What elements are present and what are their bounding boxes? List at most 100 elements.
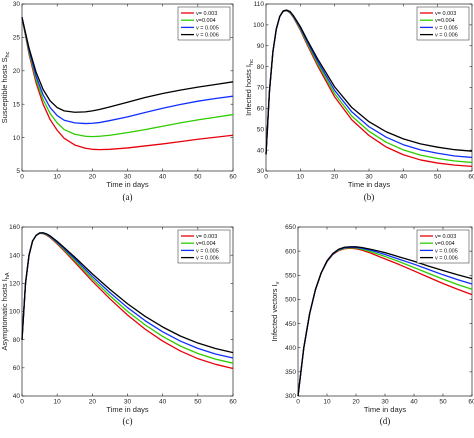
- y-tick-label: 5: [16, 168, 20, 175]
- y-tick-label: 140: [9, 252, 20, 259]
- y-tick-label: 80: [257, 64, 265, 71]
- x-tick-label: 60: [229, 174, 237, 181]
- x-tick-label: 0: [20, 399, 24, 406]
- x-tick-label: 10: [54, 399, 62, 406]
- y-axis-label-main: Infected vectors I: [270, 284, 279, 341]
- y-axis-label: Asymptomatic hosts IhA: [0, 272, 11, 350]
- y-tick-label: 160: [9, 224, 20, 231]
- x-tick-label: 50: [439, 399, 447, 406]
- panel-caption: (c): [123, 416, 133, 426]
- x-axis-label: Time in days: [106, 180, 148, 189]
- series-line-1: [21, 17, 234, 151]
- y-tick-label: 60: [13, 365, 21, 372]
- y-tick-label: 600: [285, 248, 296, 255]
- x-tick-label: 10: [54, 174, 62, 181]
- series-line-4: [21, 17, 234, 113]
- y-tick-label: 80: [13, 337, 21, 344]
- legend-entry: v = 0.006: [435, 256, 458, 262]
- x-tick-label: 60: [468, 174, 474, 181]
- y-tick-label: 550: [285, 272, 296, 279]
- y-tick-label: 100: [253, 22, 264, 29]
- x-tick-label: 60: [229, 399, 237, 406]
- y-tick-label: 500: [285, 297, 296, 304]
- y-axis-label-main: Asymptomatic hosts I: [0, 279, 9, 350]
- y-axis-label-subscript: hc: [249, 59, 255, 65]
- x-tick-label: 0: [20, 174, 24, 181]
- y-axis-label: Infected vectors Iv: [270, 281, 281, 341]
- legend-entry: v = 0.005: [196, 248, 219, 254]
- legend-entry: v=0.004: [435, 241, 455, 247]
- y-tick-label: 110: [254, 1, 265, 8]
- x-tick-label: 20: [89, 174, 97, 181]
- y-axis-label: Infected hosts Ihc: [244, 59, 255, 116]
- x-tick-label: 30: [365, 174, 373, 181]
- x-tick-label: 10: [323, 399, 331, 406]
- x-tick-label: 50: [434, 174, 442, 181]
- legend-entry: v= 0.003: [435, 234, 456, 240]
- legend-entry: v = 0.006: [196, 33, 219, 39]
- y-tick-label: 650: [285, 224, 296, 231]
- y-tick-label: 100: [9, 309, 20, 316]
- y-tick-label: 40: [257, 147, 265, 154]
- x-tick-label: 30: [124, 174, 132, 181]
- legend-entry: v = 0.005: [196, 25, 219, 31]
- series-line-4: [21, 232, 234, 354]
- y-tick-label: 15: [13, 101, 21, 108]
- y-tick-label: 20: [13, 68, 21, 75]
- legend-entry: v= 0.003: [196, 234, 217, 240]
- legend-entry: v=0.004: [196, 241, 216, 247]
- legend-entry: v= 0.003: [196, 11, 217, 17]
- y-tick-label: 60: [257, 106, 265, 113]
- y-tick-label: 70: [257, 85, 265, 92]
- x-tick-label: 40: [410, 399, 418, 406]
- y-axis-label-subscript: v: [275, 281, 281, 284]
- legend-entry: v = 0.005: [435, 248, 458, 254]
- x-tick-label: 40: [159, 174, 167, 181]
- x-tick-label: 30: [381, 399, 389, 406]
- x-tick-label: 50: [194, 399, 202, 406]
- y-tick-label: 30: [257, 168, 265, 175]
- chart-panel-4: 0 10 20 30 40 50 60 300 350 400 450 500 550 600 650 v= …: [270, 224, 474, 426]
- y-tick-label: 10: [13, 135, 21, 142]
- y-tick-label: 30: [13, 1, 21, 8]
- x-tick-label: 20: [331, 174, 339, 181]
- legend-entry: v= 0.003: [435, 11, 456, 17]
- x-tick-label: 40: [159, 399, 167, 406]
- x-tick-label: 20: [352, 399, 360, 406]
- y-tick-label: 450: [285, 321, 296, 328]
- x-tick-label: 60: [468, 399, 474, 406]
- x-tick-label: 30: [124, 399, 132, 406]
- legend-entry: v = 0.006: [435, 33, 458, 39]
- y-axis-label: Susceptible hosts Shc: [0, 51, 11, 123]
- y-tick-label: 120: [9, 281, 20, 288]
- chart-panel-2: 0 10 20 30 40 50 60 30 40 50 60 70 80 90 100 110 v= 0.00…: [244, 1, 474, 202]
- y-tick-label: 25: [13, 35, 21, 42]
- legend-entry: v = 0.006: [196, 256, 219, 262]
- series-line-2: [21, 17, 234, 138]
- x-tick-label: 0: [296, 399, 300, 406]
- panel-caption: (a): [123, 192, 133, 202]
- y-tick-label: 400: [285, 345, 296, 352]
- x-axis-label: Time in days: [364, 405, 406, 414]
- series-line-4: [297, 246, 473, 397]
- y-tick-label: 40: [13, 393, 21, 400]
- y-axis-label-subscript: hA: [5, 272, 11, 279]
- y-axis-label-main: Infected hosts I: [244, 65, 253, 116]
- x-tick-label: 20: [89, 399, 97, 406]
- x-tick-label: 40: [400, 174, 408, 181]
- y-axis-label-subscript: hc: [5, 51, 11, 57]
- x-tick-label: 0: [264, 174, 268, 181]
- x-tick-label: 10: [297, 174, 305, 181]
- panel-caption: (d): [380, 416, 391, 426]
- panel-caption: (b): [364, 192, 375, 202]
- legend-entry: v=0.004: [196, 18, 216, 24]
- y-tick-label: 300: [285, 393, 296, 400]
- y-axis-label-main: Susceptible hosts S: [0, 57, 9, 123]
